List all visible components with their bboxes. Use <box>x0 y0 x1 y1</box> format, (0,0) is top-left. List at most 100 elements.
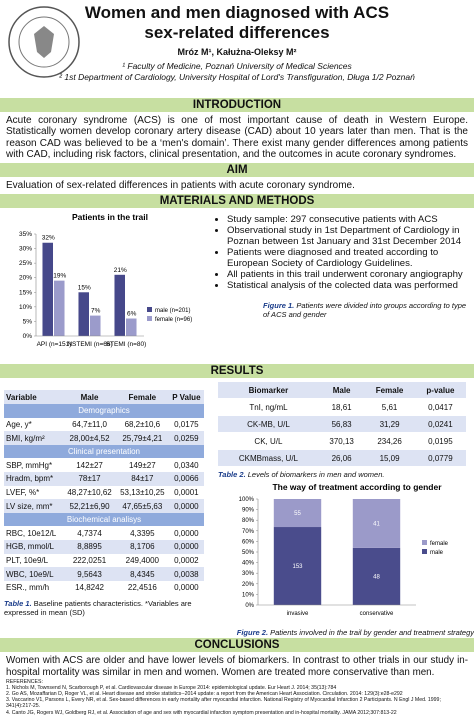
y-tick-label: 100% <box>239 497 255 503</box>
chart-title: The way of treatment according to gender <box>272 482 442 492</box>
bar <box>90 316 101 337</box>
table: Variable Male Female P Value Demographics Age… <box>4 390 204 594</box>
authors: Mróz M¹, Kałużna-Oleksy M² <box>177 47 297 57</box>
table-row: CKMBmass, U/L 26,06 15,09 0,0779 <box>218 449 466 468</box>
table-row: BMI, kg/m² 28,00±4,52 25,79±4,21 0,0259 <box>4 431 204 445</box>
table-cell: 149±27 <box>129 460 156 470</box>
table-cell: 0,0002 <box>174 555 199 565</box>
table-cell: 9,5643 <box>63 567 116 581</box>
aim-text: Evaluation of sex-related differences in… <box>6 180 355 192</box>
table-cell: CKMBmass, U/L <box>218 449 319 468</box>
bar-segment <box>352 548 401 606</box>
table-row: CK-MB, U/L 56,83 31,29 0,0241 <box>218 415 466 434</box>
table-row: RBC, 10e12/L 4,7374 4,3395 0,0000 <box>4 526 204 540</box>
caption-text: Patients were divided into groups accord… <box>263 301 467 320</box>
bar-segment <box>273 527 322 606</box>
references: REFERENCES: 1. Nichols M, Townsend N, Sc… <box>0 679 474 716</box>
table-cell: 4,7374 <box>77 528 102 538</box>
column-header: Biomarker <box>218 382 319 400</box>
table-row: SBP, mmHg* 142±27 149±27 0,0340 <box>4 458 204 472</box>
column-header: P Value <box>168 390 204 405</box>
table-cell: 26,06 <box>318 449 365 468</box>
table-cell: Hradm, bpm* <box>4 472 64 486</box>
table-cell: 48,27±10,62 <box>67 487 112 497</box>
table-cell: TnI, ng/mL <box>218 398 319 417</box>
group-row: Clinical presentation <box>4 444 204 459</box>
group-label: Biochemical analisys <box>4 512 204 527</box>
x-tick-label: conservative <box>360 611 394 617</box>
bar <box>114 275 125 337</box>
table-caption: Table 2. Levels of biomarkers in men and… <box>218 470 474 479</box>
table-cell: 5,61 <box>364 398 415 417</box>
table-cell: 0,0259 <box>168 431 204 445</box>
section-heading: RESULTS <box>0 364 474 379</box>
table-row: TnI, ng/mL 18,61 5,61 0,0417 <box>218 398 466 417</box>
table-cell: 222,0251 <box>72 555 107 565</box>
caption-text: Patients involved in the trail by gender… <box>270 628 474 638</box>
section-heading: MATERIALS AND METHODS <box>0 194 474 209</box>
data-label: 7% <box>91 308 101 315</box>
y-tick-label: 20% <box>19 275 32 282</box>
column-header: Variable <box>4 390 64 405</box>
y-tick-label: 60% <box>242 540 255 546</box>
legend-label: male (n=201) <box>155 308 191 314</box>
y-tick-label: 90% <box>242 508 255 514</box>
table-cell: 0,0000 <box>174 583 199 593</box>
table-cell: 0,0241 <box>414 415 466 434</box>
data-label: 19% <box>53 273 66 280</box>
title: Women and men diagnosed with ACS sex-rel… <box>0 0 474 43</box>
data-label: 153 <box>292 564 303 570</box>
table-cell: 47,65±5,63 <box>115 499 169 513</box>
chart: Patients in the trail 0% 5% 10% 15% 20% 25% 30%… <box>19 212 192 348</box>
bar <box>126 318 137 337</box>
table-cell: 0,0175 <box>174 419 199 429</box>
affiliation: ² 1st Department of Cardiology, Universi… <box>59 72 415 82</box>
column-header: Male <box>318 382 365 400</box>
data-label: 15% <box>78 285 91 292</box>
table-row: LV size, mm* 52,21±6,90 47,65±5,63 0,0000 <box>4 499 204 513</box>
data-label: 55 <box>294 511 301 517</box>
table-cell: 25,79±4,21 <box>115 431 169 445</box>
table-cell: 0,0000 <box>174 528 199 538</box>
table-cell: 56,83 <box>318 415 365 434</box>
results-content: Variable Male Female P Value Demographics Age… <box>0 380 474 638</box>
results-left: Variable Male Female P Value Demographics Age… <box>0 380 210 636</box>
table-row: Hradm, bpm* 78±17 84±17 0,0066 <box>4 472 204 486</box>
legend-swatch <box>422 549 427 555</box>
table-cell: 52,21±6,90 <box>63 499 116 513</box>
table-cell: 0,0038 <box>168 567 204 581</box>
column-header: Female <box>115 390 169 405</box>
bullet: Observational study in 1st Department of… <box>227 225 470 247</box>
table-cell: 0,0000 <box>168 540 204 554</box>
table-cell: 8,4345 <box>115 567 169 581</box>
legend-swatch <box>147 316 152 322</box>
methods-right: Study sample: 297 consecutive patients w… <box>209 210 470 360</box>
section-heading: AIM <box>0 163 474 178</box>
data-label: 6% <box>127 311 137 318</box>
data-label: 41 <box>373 522 380 528</box>
table-cell: 28,00±4,52 <box>63 431 116 445</box>
y-tick-label: 30% <box>242 572 255 578</box>
table-cell: WBC, 10e9/L <box>4 567 64 581</box>
table-cell: 53,13±10,25 <box>120 487 165 497</box>
caption-label: Figure 2. <box>236 628 269 638</box>
group-row: Biochemical analisys <box>4 512 204 527</box>
x-tick-label: STEMI (n=80) <box>106 341 147 348</box>
header-row: Variable Male Female P Value <box>4 390 204 405</box>
y-tick-label: 70% <box>242 529 255 535</box>
y-tick-label: 0% <box>245 603 254 609</box>
references-heading: REFERENCES: <box>6 679 43 686</box>
group-row: Demographics <box>4 404 204 418</box>
y-tick-label: 0% <box>23 333 33 340</box>
title-line: Women and men diagnosed with ACS <box>84 3 390 22</box>
data-label: 32% <box>42 235 55 242</box>
introduction-text: Acute coronary syndrome (ACS) is one of … <box>6 115 468 160</box>
table-caption: Table 1. Baseline patients characteristi… <box>4 599 210 617</box>
y-tick-label: 10% <box>242 593 255 599</box>
caption-label: Table 1. <box>4 599 32 609</box>
column-header: Male <box>63 390 116 405</box>
bullet-list: Study sample: 297 consecutive patients w… <box>215 214 470 291</box>
university-logo <box>8 6 80 78</box>
y-tick-label: 80% <box>242 519 255 525</box>
